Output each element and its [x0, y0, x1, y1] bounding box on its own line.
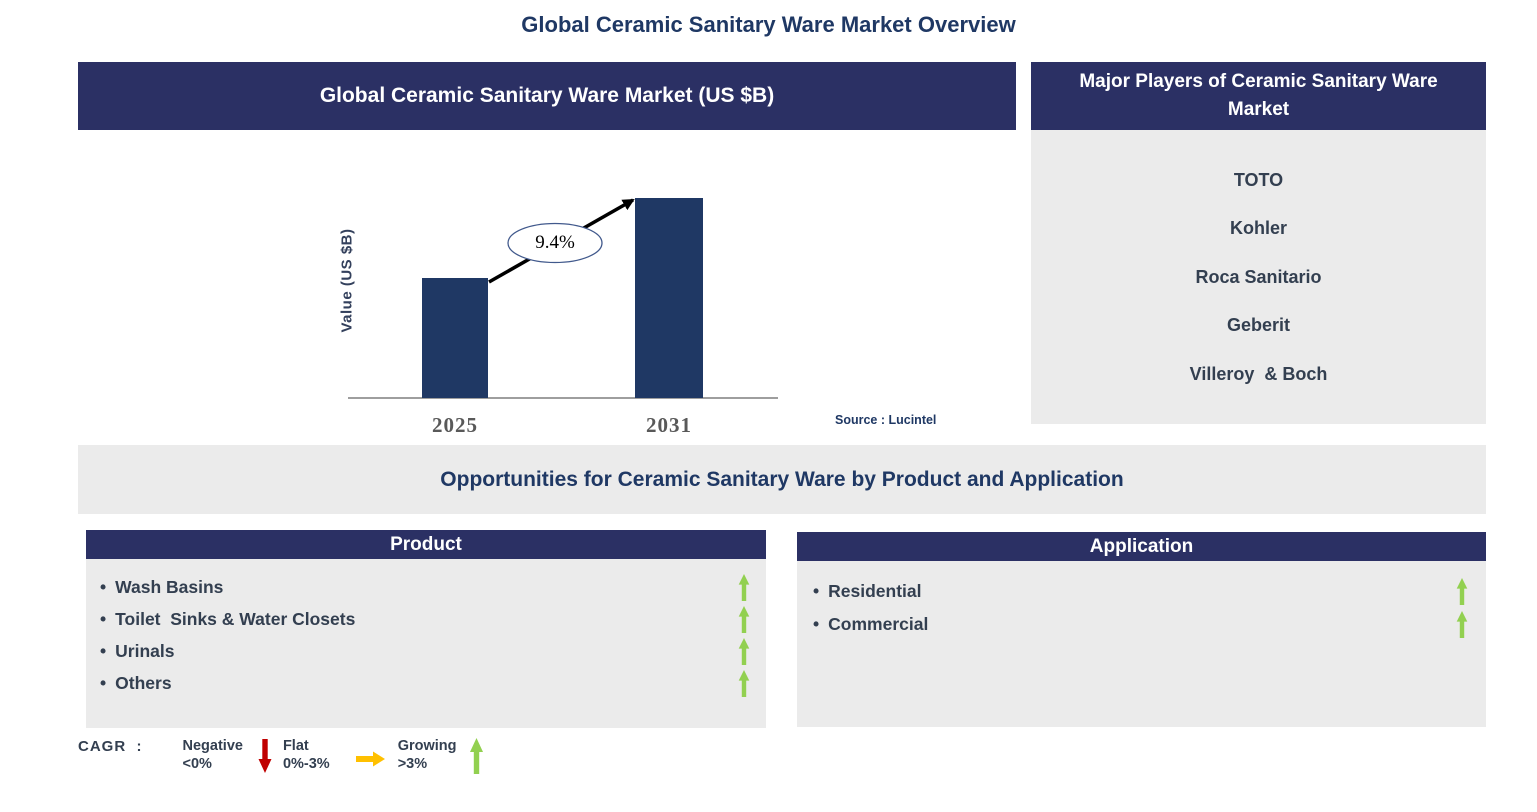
- product-item-label: Toilet Sinks & Water Closets: [115, 608, 356, 629]
- application-panel-title: Application: [1089, 535, 1194, 557]
- legend-entry-growing: Growing >3%: [398, 737, 484, 775]
- growing-up-arrow-icon: [738, 605, 750, 633]
- product-item-label: Wash Basins: [115, 576, 224, 597]
- bar-2025: [422, 278, 488, 398]
- opportunities-title: Opportunities for Ceramic Sanitary Ware …: [440, 467, 1124, 491]
- legend-entry-flat: Flat 0%-3%: [283, 737, 398, 773]
- bullet-icon: •: [100, 576, 107, 597]
- players-panel-header: Major Players of Ceramic Sanitary Ware M…: [1031, 62, 1486, 130]
- page-title: Global Ceramic Sanitary Ware Market Over…: [521, 12, 1016, 37]
- players-panel-title: Major Players of Ceramic Sanitary Ware M…: [1079, 70, 1438, 121]
- flat-range: 0%-3%: [282, 756, 330, 772]
- negative-label: Negative: [182, 738, 243, 754]
- product-item-label: Urinals: [115, 640, 175, 661]
- growing-up-arrow-icon: [469, 738, 483, 774]
- cagr-bubble: [507, 222, 603, 264]
- cagr-value-label: 9.4%: [535, 232, 575, 253]
- x-tick-2025: 2025: [432, 413, 478, 437]
- product-item-label: Others: [115, 672, 172, 693]
- application-item: • Residential: [813, 575, 1468, 608]
- legend-entry-negative: Negative <0%: [183, 737, 283, 774]
- bar-2031: [635, 198, 703, 398]
- negative-down-arrow-icon: [258, 739, 272, 773]
- application-panel-header: Application: [797, 532, 1486, 561]
- growing-label: Growing: [397, 738, 457, 754]
- cagr-legend: CAGR : Negative <0% Flat 0%-3% Growing >…: [78, 737, 484, 775]
- application-item-label: Commercial: [828, 614, 929, 634]
- application-list: • Residential • Commercial: [797, 561, 1486, 727]
- product-item: • Wash Basins: [100, 571, 750, 603]
- growing-up-arrow-icon: [1456, 578, 1468, 605]
- product-item: • Toilet Sinks & Water Closets: [100, 603, 750, 635]
- player-item-toto: TOTO: [1233, 169, 1284, 190]
- product-item: • Others: [100, 667, 750, 699]
- growing-up-arrow-icon: [738, 669, 750, 697]
- players-list: TOTO Kohler Roca Sanitario Geberit Ville…: [1031, 130, 1486, 424]
- bar-chart: Value (US $B) 9.4% 2025 2031: [78, 130, 1016, 445]
- player-item-geberit: Geberit: [1226, 315, 1291, 335]
- bullet-icon: •: [813, 614, 820, 634]
- application-item-label: Residential: [828, 581, 922, 601]
- source-label: Source : Lucintel: [835, 413, 937, 427]
- product-list: • Wash Basins • Toilet Sinks & Water Close…: [86, 559, 766, 728]
- player-item-kohler: Kohler: [1229, 218, 1287, 238]
- player-item-roca-sanitario: Roca Sanitario: [1195, 266, 1322, 287]
- flat-right-arrow-icon: [355, 751, 385, 767]
- growing-range: >3%: [397, 756, 428, 772]
- chart-annotations: [348, 198, 778, 399]
- bullet-icon: •: [100, 640, 107, 661]
- product-item: • Urinals: [100, 635, 750, 667]
- opportunities-banner: Opportunities for Ceramic Sanitary Ware …: [78, 445, 1486, 514]
- product-panel-header: Product: [86, 530, 766, 559]
- product-panel-title: Product: [390, 533, 462, 555]
- x-tick-2031: 2031: [646, 413, 692, 437]
- chart-panel-header: Global Ceramic Sanitary Ware Market (US …: [78, 62, 1016, 130]
- player-item-villeroy-boch: Villeroy & Boch: [1189, 363, 1328, 384]
- bullet-icon: •: [100, 672, 107, 693]
- bullet-icon: •: [100, 608, 107, 629]
- cagr-legend-title: CAGR :: [78, 738, 143, 755]
- flat-label: Flat: [282, 738, 309, 754]
- chart-panel-title: Global Ceramic Sanitary Ware Market (US …: [319, 84, 775, 107]
- growing-up-arrow-icon: [738, 637, 750, 665]
- growing-up-arrow-icon: [738, 573, 750, 601]
- application-item: • Commercial: [813, 608, 1468, 641]
- growing-up-arrow-icon: [1456, 611, 1468, 638]
- bullet-icon: •: [813, 581, 820, 601]
- negative-range: <0%: [182, 756, 212, 772]
